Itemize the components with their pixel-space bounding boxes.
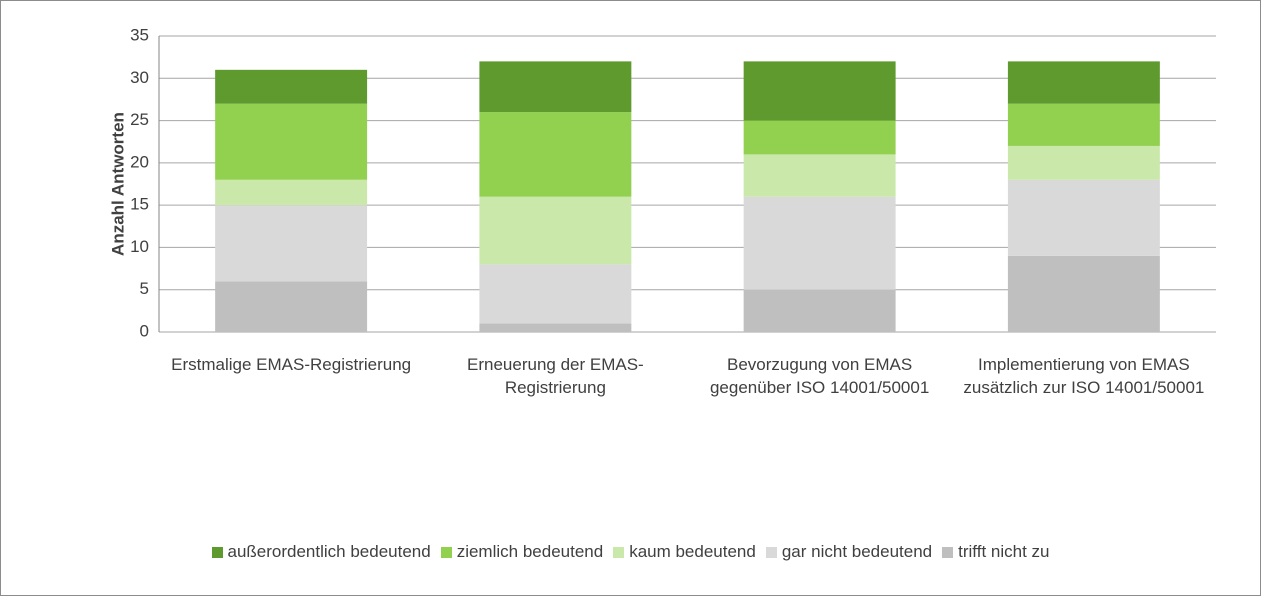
bar-segment xyxy=(1007,145,1160,180)
y-tick-label: 10 xyxy=(130,237,149,256)
bar-segment xyxy=(479,264,632,324)
bar-segment xyxy=(215,205,368,282)
bar-segment xyxy=(479,323,632,332)
legend-item: außerordentlich bedeutend xyxy=(211,542,431,562)
legend-item: gar nicht bedeutend xyxy=(765,542,933,562)
x-tick-label: Bevorzugung von EMAS gegenüber ISO 14001… xyxy=(709,355,930,397)
legend-label: kaum bedeutend xyxy=(629,542,756,561)
y-tick-label: 0 xyxy=(140,321,149,340)
legend-swatch xyxy=(765,546,777,558)
y-tick-label: 20 xyxy=(130,152,149,171)
bar-segment xyxy=(743,196,896,290)
legend-label: ziemlich bedeutend xyxy=(456,542,604,561)
legend-swatch xyxy=(942,546,954,558)
x-tick-label: Implementierung von EMAS zusätzlich zur … xyxy=(963,355,1205,397)
y-tick-label: 30 xyxy=(130,68,149,87)
legend-label: außerordentlich bedeutend xyxy=(227,542,431,561)
y-tick-label: 25 xyxy=(130,110,149,129)
legend-item: ziemlich bedeutend xyxy=(440,542,604,562)
bar-segment xyxy=(215,69,368,104)
bar-segment xyxy=(215,179,368,206)
bar-segment xyxy=(743,289,896,332)
legend-item: trifft nicht zu xyxy=(942,542,1049,562)
bar-segment xyxy=(1007,255,1160,332)
bar-segment xyxy=(743,120,896,155)
legend-swatch xyxy=(440,546,452,558)
y-axis-title: Anzahl Antworten xyxy=(108,112,127,256)
legend-label: gar nicht bedeutend xyxy=(781,542,933,561)
y-tick-label: 5 xyxy=(140,279,149,298)
legend-swatch xyxy=(613,546,625,558)
bar-segment xyxy=(1007,179,1160,256)
y-tick-label: 15 xyxy=(130,195,149,214)
bar-segment xyxy=(479,61,632,113)
bar-segment xyxy=(1007,103,1160,146)
legend: außerordentlich bedeutend ziemlich bedeut… xyxy=(1,542,1260,562)
bar-segment xyxy=(215,103,368,180)
x-tick-label: Erstmalige EMAS-Registrierung xyxy=(171,355,412,374)
bar-segment xyxy=(743,61,896,121)
legend-swatch xyxy=(211,546,223,558)
y-tick-label: 35 xyxy=(130,25,149,44)
legend-label: trifft nicht zu xyxy=(958,542,1050,561)
bar-segment xyxy=(1007,61,1160,104)
bar-segment xyxy=(479,196,632,265)
x-tick-label: Erneuerung der EMAS-Registrierung xyxy=(467,355,644,397)
bar-segment xyxy=(215,281,368,332)
bar-segment xyxy=(479,112,632,197)
legend-item: kaum bedeutend xyxy=(613,542,756,562)
bar-segment xyxy=(743,154,896,197)
